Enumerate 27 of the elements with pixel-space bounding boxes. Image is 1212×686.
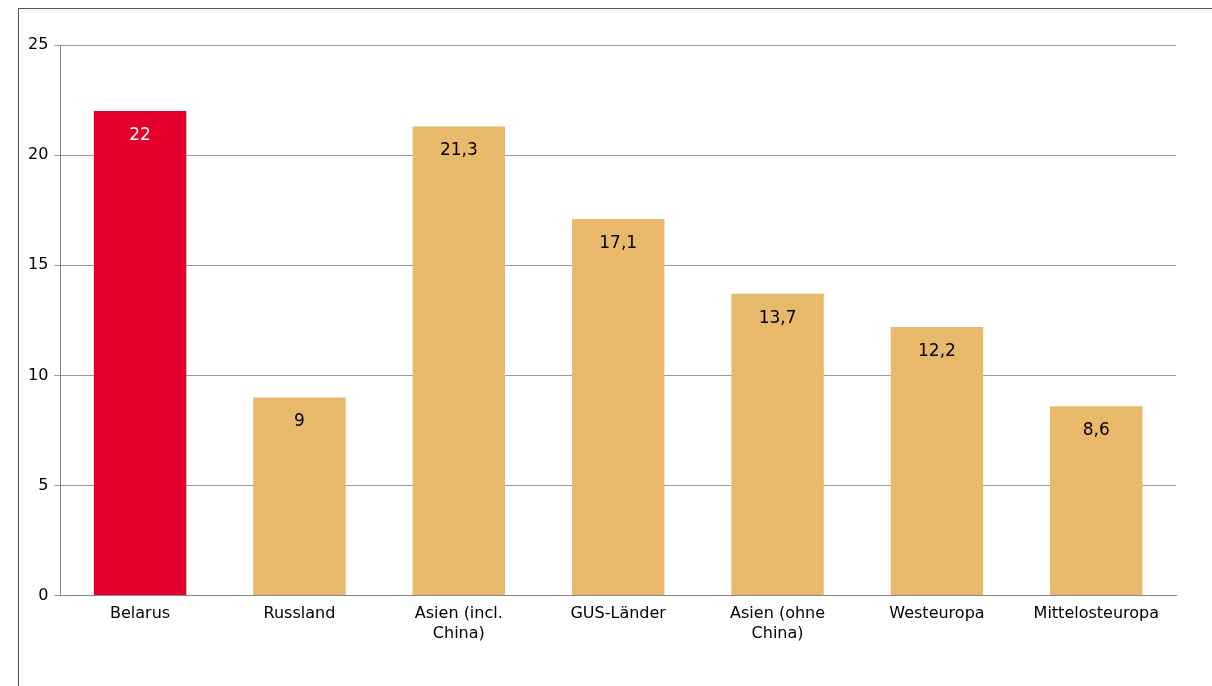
y-tick-label: 0: [38, 584, 49, 604]
bar: [1050, 406, 1143, 596]
x-tick-label: GUS-Länder: [570, 603, 667, 623]
bar: [93, 111, 187, 596]
y-tick-label: 20: [28, 144, 49, 164]
y-tick-label: 25: [28, 34, 49, 54]
x-tick-label: Russland: [263, 603, 336, 623]
data-label: 13,7: [758, 306, 797, 327]
y-tick-label: 15: [28, 254, 49, 274]
data-label: 22: [129, 123, 151, 144]
data-label: 9: [294, 410, 305, 431]
x-tick-label: Asien (ohne China): [730, 603, 826, 642]
data-label: 12,2: [918, 339, 956, 360]
x-tick-label: Belarus: [109, 603, 171, 623]
bar: [731, 293, 824, 596]
bar: [412, 126, 506, 596]
bar: [890, 326, 984, 596]
x-tick-label: Mittelosteuropa: [1033, 603, 1160, 623]
y-tick-label: 10: [28, 364, 49, 384]
bar: [253, 397, 346, 596]
data-label: 8,6: [1082, 419, 1110, 440]
y-tick-label: 5: [38, 474, 49, 494]
x-tick-label: Asien (incl. China): [414, 603, 503, 642]
data-label: 17,1: [599, 231, 638, 252]
data-label: 21,3: [439, 139, 478, 160]
x-tick-label: Westeuropa: [889, 603, 985, 623]
bar: [571, 218, 665, 596]
